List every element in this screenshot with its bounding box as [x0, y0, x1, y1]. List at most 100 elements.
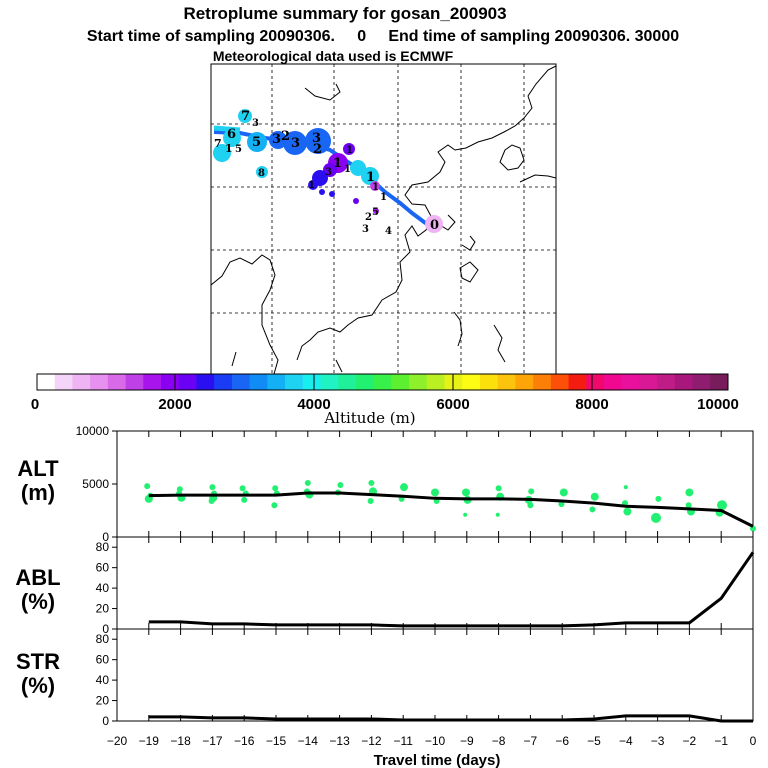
- abl-y-tick-label: 40: [96, 581, 110, 595]
- plume-circle: [361, 167, 379, 185]
- alt-dot: [431, 488, 439, 497]
- colorbar-swatch: [161, 374, 180, 390]
- x-tick-label: −13: [329, 734, 350, 748]
- plume-circle: [343, 143, 355, 155]
- colorbar-swatch: [674, 374, 694, 390]
- colorbar-swatch: [497, 374, 516, 390]
- alt-dot: [558, 501, 565, 508]
- alt-dot: [685, 502, 692, 509]
- colorbar-tick-label: 0: [31, 396, 39, 413]
- plume-circle: [329, 191, 335, 197]
- plume-circle: [373, 208, 379, 214]
- plume-circle: [247, 132, 267, 152]
- x-tick-label: −4: [619, 734, 633, 748]
- map-marker-label: 5: [372, 207, 379, 218]
- x-tick-label: −3: [651, 734, 665, 748]
- colorbar-swatch: [426, 374, 446, 390]
- x-tick-label: −19: [139, 734, 160, 748]
- colorbar-swatch: [196, 374, 215, 390]
- coastlines: [210, 65, 557, 375]
- alt-y-tick-label: 5000: [82, 477, 109, 491]
- plume-circle: [283, 131, 307, 155]
- colorbar-swatch: [515, 374, 534, 390]
- plume-circle: [308, 180, 318, 190]
- map-gridlines: [211, 64, 556, 374]
- map-marker-label: 7: [241, 109, 250, 124]
- alt-dot: [495, 485, 502, 492]
- abl-panel-label: ABL: [15, 565, 60, 590]
- x-tick-label: −1: [714, 734, 728, 748]
- x-tick-label: −12: [361, 734, 382, 748]
- plume-circle: [353, 198, 359, 204]
- plume-circle: [370, 181, 380, 191]
- colorbar-swatch: [54, 374, 73, 390]
- colorbar-swatch: [657, 374, 676, 390]
- map-marker-label: 5: [235, 144, 242, 155]
- map-marker-label: 3: [291, 136, 300, 151]
- alt-panel-label: ALT: [17, 456, 59, 481]
- plume-circle: [238, 109, 252, 123]
- colorbar-swatch: [603, 374, 623, 390]
- x-tick-label: −5: [587, 734, 601, 748]
- colorbar-frame: [36, 373, 729, 391]
- x-tick-label: −7: [524, 734, 538, 748]
- plume-circle: [305, 128, 331, 154]
- sampling-times: Start time of sampling 20090306. 0 End t…: [87, 28, 679, 45]
- colorbar-swatch: [479, 374, 499, 390]
- plume-circle: [213, 144, 231, 162]
- alt-dot: [685, 488, 694, 497]
- colorbar-swatch: [444, 374, 463, 390]
- x-tick-label: 0: [750, 734, 757, 748]
- abl-y-tick-label: 20: [96, 602, 110, 616]
- abl-panel-frame: [116, 536, 754, 630]
- colorbar-swatch: [249, 374, 268, 390]
- alt-dot: [559, 488, 568, 497]
- figure-title: Retroplume summary for gosan_200903: [183, 4, 506, 23]
- x-tick-label: −17: [202, 734, 223, 748]
- colorbar-swatch: [462, 374, 481, 390]
- str-y-tick-label: 0: [102, 714, 109, 728]
- str-panel-label: STR: [16, 649, 60, 674]
- alt-dot: [241, 496, 248, 503]
- map-marker-label: 2: [313, 142, 322, 157]
- colorbar-swatch: [72, 374, 91, 390]
- colorbar-swatch: [568, 374, 587, 390]
- colorbar-swatch: [533, 374, 552, 390]
- map-marker-label: 4: [385, 226, 392, 237]
- abl-marks: 0 20 40 60 80: [96, 540, 755, 636]
- x-tick-label: −8: [492, 734, 506, 748]
- trajectory-path-west: [213, 125, 241, 133]
- colorbar-swatch: [178, 374, 197, 390]
- alt-dot: [272, 485, 279, 492]
- x-tick-label: −11: [393, 734, 413, 748]
- alt-dot: [367, 497, 374, 504]
- alt-y-tick-label: 0: [102, 530, 109, 544]
- colorbar-swatch: [302, 374, 321, 390]
- colorbar-swatch: [285, 374, 304, 390]
- origin-circle: [425, 215, 443, 233]
- colorbar-swatch: [267, 374, 286, 390]
- colorbar-swatch: [621, 374, 640, 390]
- alt-dot: [239, 485, 246, 492]
- map-marker-label: 5: [252, 135, 261, 150]
- str-line: [148, 714, 753, 723]
- alt-panel-unit: (m): [21, 480, 55, 505]
- alt-dot: [589, 506, 596, 513]
- abl-panel-unit: (%): [21, 589, 55, 614]
- map-marker-label: 7: [214, 137, 222, 150]
- str-y-tick-label: 20: [96, 694, 110, 708]
- colorbar-swatch: [214, 374, 233, 390]
- colorbar-tick-label: 2000: [158, 396, 191, 413]
- colorbar-swatch: [692, 374, 711, 390]
- colorbar-swatch: [550, 374, 570, 390]
- colorbar-tick-label: 4000: [297, 396, 330, 413]
- map-marker-label: 1: [366, 170, 375, 185]
- alt-dot: [271, 502, 278, 509]
- x-tick-label: −6: [555, 734, 569, 748]
- alt-dot: [337, 482, 344, 489]
- plume-circle: [319, 189, 325, 195]
- alt-dot: [209, 484, 216, 491]
- x-axis-title: Travel time (days): [374, 752, 501, 768]
- colorbar-swatch: [586, 374, 605, 390]
